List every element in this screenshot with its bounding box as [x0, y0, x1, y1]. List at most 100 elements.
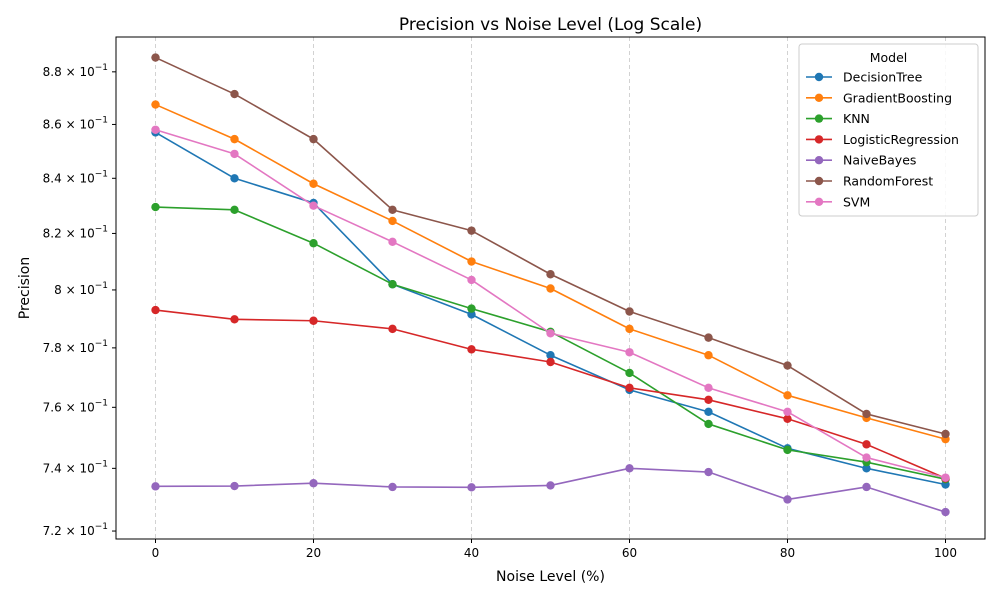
data-point-randomforest	[151, 53, 160, 62]
data-point-gradientboosting	[230, 134, 239, 144]
legend-label: LogisticRegression	[843, 132, 959, 147]
data-point-svm	[230, 149, 239, 159]
data-point-logisticregression	[625, 383, 634, 393]
data-point-randomforest	[704, 333, 713, 342]
data-point-randomforest	[309, 134, 318, 144]
data-point-logisticregression	[309, 316, 318, 325]
x-tick-label: 80	[780, 546, 795, 560]
data-point-gradientboosting	[388, 216, 397, 226]
series-naivebayes	[151, 464, 950, 517]
y-tick-label: 8.8 × 10−1	[43, 63, 108, 79]
data-point-logisticregression	[704, 395, 713, 405]
data-point-gradientboosting	[704, 351, 713, 360]
data-point-svm	[546, 329, 555, 338]
data-point-naivebayes	[546, 481, 555, 490]
data-point-decisiontree	[467, 310, 476, 319]
plot-frame	[115, 36, 986, 540]
legend-marker	[814, 176, 824, 186]
data-point-knn	[467, 304, 476, 313]
data-point-naivebayes	[309, 479, 318, 488]
x-axis-label: Noise Level (%)	[496, 569, 605, 585]
legend-item-gradientboosting: GradientBoosting	[806, 90, 952, 105]
legend-item-knn: KNN	[806, 111, 870, 126]
data-point-knn	[309, 239, 318, 248]
data-point-svm	[309, 201, 318, 210]
data-point-knn	[625, 368, 634, 378]
legend-label: NaiveBayes	[843, 153, 916, 168]
legend-item-logisticregression: LogisticRegression	[806, 132, 959, 147]
legend-items: DecisionTree GradientBoosting KNN LogisticR…	[806, 70, 959, 209]
legend-marker	[814, 156, 824, 165]
data-point-randomforest	[546, 270, 555, 279]
data-point-svm	[388, 237, 397, 247]
legend-marker	[814, 197, 824, 206]
data-point-naivebayes	[388, 482, 397, 492]
data-point-logisticregression	[151, 305, 160, 315]
legend-label: KNN	[843, 111, 870, 126]
data-point-logisticregression	[783, 414, 792, 423]
y-tick-label: 7.8 × 10−1	[43, 339, 108, 355]
legend: Model DecisionTree GradientBoosting KNN Log…	[798, 43, 979, 217]
y-tick-label: 7.2 × 10−1	[43, 522, 108, 538]
data-point-knn	[783, 445, 792, 455]
data-point-naivebayes	[941, 507, 950, 517]
data-point-logisticregression	[467, 345, 476, 354]
x-tick-label: 0	[152, 546, 160, 560]
data-point-svm	[625, 348, 634, 357]
data-point-naivebayes	[862, 482, 871, 492]
y-tick-label: 8.6 × 10−1	[43, 115, 108, 131]
legend-marker	[814, 72, 824, 82]
data-point-decisiontree	[704, 407, 713, 417]
y-tick-label: 7.4 × 10−1	[43, 459, 108, 475]
legend-item-randomforest: RandomForest	[806, 174, 933, 189]
data-point-randomforest	[783, 361, 792, 370]
data-point-randomforest	[467, 226, 476, 235]
data-point-knn	[230, 205, 239, 215]
data-point-logisticregression	[862, 440, 871, 449]
data-point-knn	[704, 419, 713, 429]
legend-marker	[814, 93, 824, 103]
data-point-logisticregression	[230, 315, 239, 324]
data-point-randomforest	[862, 409, 871, 419]
data-point-knn	[388, 280, 397, 289]
y-tick-label: 7.6 × 10−1	[43, 398, 108, 414]
y-tick-label: 8.4 × 10−1	[43, 169, 108, 185]
data-point-knn	[151, 202, 160, 212]
legend-item-svm: SVM	[806, 194, 870, 209]
data-point-randomforest	[230, 89, 239, 99]
x-tick-label: 20	[306, 546, 321, 560]
data-point-gradientboosting	[625, 324, 634, 334]
x-tick-label: 60	[622, 546, 637, 560]
data-point-gradientboosting	[783, 391, 792, 400]
legend-label: RandomForest	[843, 174, 933, 189]
data-point-randomforest	[388, 205, 397, 215]
y-tick-label: 8.2 × 10−1	[43, 224, 108, 240]
legend-title: Model	[870, 50, 908, 65]
data-point-decisiontree	[862, 464, 871, 473]
chart-title: Precision vs Noise Level (Log Scale)	[399, 15, 702, 35]
legend-marker	[814, 114, 824, 123]
data-point-svm	[704, 383, 713, 393]
legend-item-decisiontree: DecisionTree	[806, 70, 923, 85]
data-point-naivebayes	[704, 467, 713, 477]
series-randomforest	[151, 53, 950, 439]
data-point-svm	[151, 125, 160, 134]
legend-marker	[814, 135, 824, 144]
legend-label: GradientBoosting	[843, 90, 952, 105]
data-point-svm	[467, 275, 476, 285]
y-axis: 7.2 × 10−1 7.4 × 10−1 7.6 × 10−1 7.8 × 10−1…	[43, 63, 116, 538]
legend-label: DecisionTree	[843, 70, 923, 85]
data-point-naivebayes	[625, 464, 634, 473]
x-tick-label: 100	[934, 546, 957, 560]
legend-box	[798, 43, 979, 217]
data-point-decisiontree	[230, 174, 239, 183]
y-tick-label: 8 × 10−1	[54, 281, 108, 297]
data-point-naivebayes	[151, 482, 160, 491]
x-axis: 0 20 40 60 80 100	[152, 539, 957, 560]
data-point-svm	[941, 473, 950, 482]
data-point-gradientboosting	[546, 284, 555, 293]
legend-item-naivebayes: NaiveBayes	[806, 153, 916, 168]
series-layer	[151, 53, 950, 517]
data-point-gradientboosting	[151, 100, 160, 109]
